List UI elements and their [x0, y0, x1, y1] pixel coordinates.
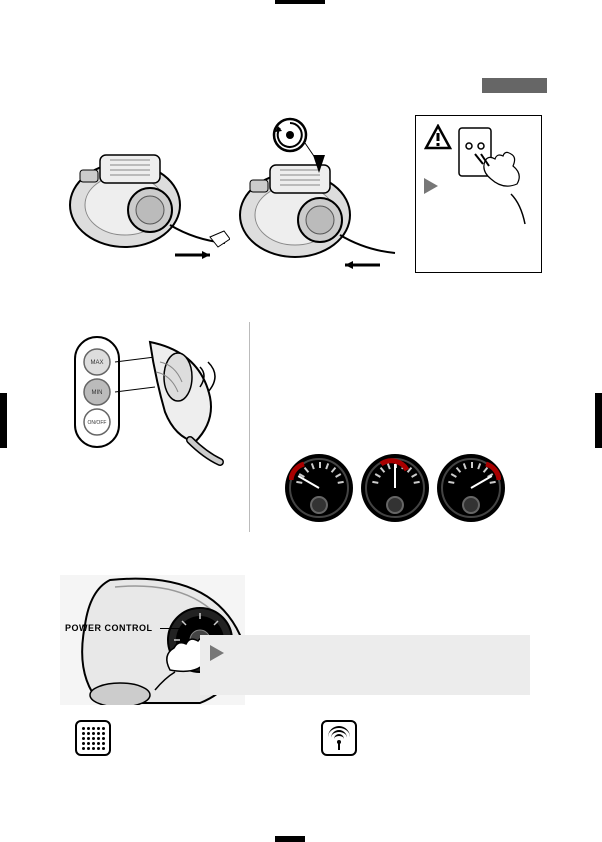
pointer-arrow-icon — [424, 178, 438, 194]
thumb-tab-left — [0, 393, 7, 448]
section-tab-right — [482, 78, 547, 93]
svg-text:ON/OFF: ON/OFF — [88, 420, 107, 426]
dial-high — [437, 454, 505, 522]
dial-mid — [361, 454, 429, 522]
filter-icon — [75, 720, 111, 756]
thumb-tab-right — [595, 393, 602, 448]
vacuum-cord-out-figure — [60, 115, 230, 275]
power-dials-row — [285, 454, 505, 522]
power-control-section: MAX MIN ON/OFF — [60, 322, 545, 532]
dial-column — [250, 322, 545, 532]
dial-low — [285, 454, 353, 522]
svg-text:MAX: MAX — [90, 360, 103, 366]
note-pointer-icon — [210, 645, 224, 661]
page-marker-top — [275, 0, 325, 4]
svg-text:MIN: MIN — [92, 390, 103, 396]
unplug-outlet-figure — [451, 124, 531, 234]
label-leader-line — [160, 628, 200, 629]
feature-icons-row — [75, 720, 357, 756]
unplug-warning-box — [415, 115, 542, 273]
cord-figures-row — [60, 115, 400, 275]
remote-handle-column: MAX MIN ON/OFF — [60, 322, 250, 532]
wireless-icon — [321, 720, 357, 756]
power-control-label: POWER CONTROL — [65, 623, 153, 633]
page-marker-bottom — [275, 836, 305, 842]
caution-triangle-icon — [424, 124, 452, 150]
vacuum-cord-retract-figure — [230, 115, 400, 275]
remote-handle-figure: MAX MIN ON/OFF — [60, 322, 235, 497]
note-callout-box — [200, 635, 530, 695]
